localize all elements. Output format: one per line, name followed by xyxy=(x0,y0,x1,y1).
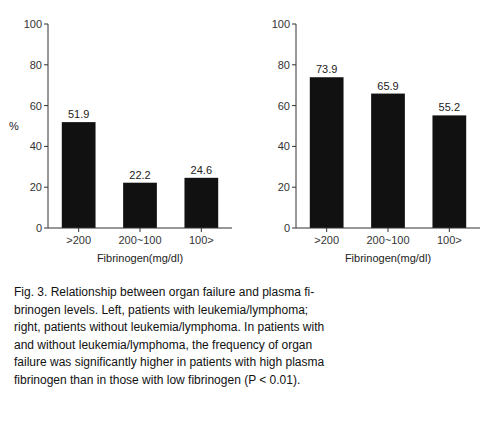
y-tick xyxy=(292,146,296,147)
y-tick xyxy=(44,105,48,106)
chart-panel: 0 20 40 60 80 100 >200 200~100 100> 73.9 65.9 55.2 F… xyxy=(272,18,480,264)
x-tick xyxy=(326,228,327,232)
x-tick-label: 200~100 xyxy=(366,234,409,246)
x-tick-label: >200 xyxy=(314,234,339,246)
y-axis-label: % xyxy=(9,120,19,132)
y-tick xyxy=(292,105,296,106)
y-tick-label: 60 xyxy=(30,100,42,112)
y-axis xyxy=(48,24,49,228)
data-label: 65.9 xyxy=(377,80,398,92)
x-tick xyxy=(140,228,141,232)
y-tick xyxy=(292,187,296,188)
y-tick-label: 80 xyxy=(30,59,42,71)
y-tick-label: 60 xyxy=(278,100,290,112)
y-tick-label: 40 xyxy=(278,140,290,152)
x-tick-label: 100> xyxy=(437,234,462,246)
data-label: 55.2 xyxy=(439,101,460,113)
bar xyxy=(371,94,405,228)
x-axis-label: Fibrinogen(mg/dl) xyxy=(97,252,183,264)
x-tick-label: 100> xyxy=(189,234,214,246)
y-tick-label: 80 xyxy=(278,59,290,71)
y-tick xyxy=(44,24,48,25)
caption: Fig. 3. Relationship between organ failu… xyxy=(14,285,324,387)
bar xyxy=(184,178,218,228)
y-tick xyxy=(292,64,296,65)
caption-line: failure was significantly higher in pati… xyxy=(14,355,324,369)
y-tick-label: 100 xyxy=(24,18,42,30)
y-tick-label: 40 xyxy=(30,140,42,152)
x-axis-label: Fibrinogen(mg/dl) xyxy=(345,252,431,264)
y-tick xyxy=(44,64,48,65)
y-tick-label: 0 xyxy=(284,222,290,234)
caption-line: fibrinogen than in those with low fibrin… xyxy=(14,373,300,387)
y-tick xyxy=(44,146,48,147)
y-tick-label: 0 xyxy=(36,222,42,234)
x-tick xyxy=(201,228,202,232)
bar xyxy=(123,183,157,228)
data-label: 51.9 xyxy=(68,108,89,120)
caption-line: Fig. 3. Relationship between organ failu… xyxy=(14,285,314,299)
y-tick xyxy=(292,24,296,25)
bar xyxy=(62,122,96,228)
y-tick xyxy=(44,228,48,229)
bars xyxy=(310,77,466,228)
figure: 020406080100>200200~100100>51.922.224.6F… xyxy=(0,0,497,443)
bar xyxy=(310,77,344,228)
caption-line: and without leukemia/lymphoma, the frequ… xyxy=(14,338,312,352)
y-tick-label: 20 xyxy=(30,181,42,193)
x-tick xyxy=(388,228,389,232)
x-tick xyxy=(449,228,450,232)
data-label: 73.9 xyxy=(316,63,337,75)
x-tick xyxy=(78,228,79,232)
caption-line: right, patients without leukemia/lymphom… xyxy=(14,320,324,334)
bars xyxy=(62,122,218,228)
y-tick xyxy=(292,228,296,229)
y-axis xyxy=(296,24,297,228)
chart-panel: 0 20 40 60 80 100 >200 200~100 100> 51.9 22.2 24.6 F… xyxy=(9,18,232,264)
y-tick xyxy=(44,187,48,188)
bar xyxy=(432,115,466,228)
caption-line: brinogen levels. Left, patients with leu… xyxy=(14,303,308,317)
y-tick-label: 100 xyxy=(272,18,290,30)
data-label: 22.2 xyxy=(129,169,150,181)
x-tick-label: 200~100 xyxy=(118,234,161,246)
y-tick-label: 20 xyxy=(278,181,290,193)
x-tick-label: >200 xyxy=(66,234,91,246)
data-label: 24.6 xyxy=(191,164,212,176)
